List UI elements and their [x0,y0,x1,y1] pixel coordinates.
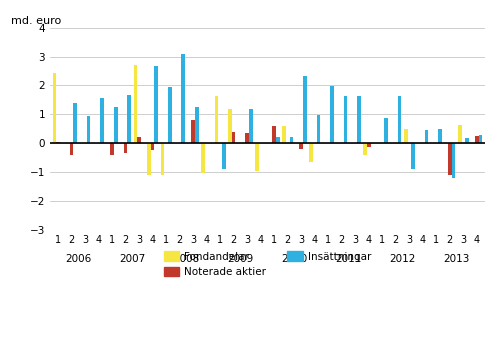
Text: md. euro: md. euro [10,16,61,26]
Bar [114,107,117,143]
Bar [87,116,90,143]
Text: 2011: 2011 [336,254,361,264]
Bar [272,126,276,143]
Bar [168,87,172,143]
Text: 2007: 2007 [119,254,146,264]
Bar [367,143,370,147]
Bar [404,129,407,143]
Bar [222,143,226,169]
Bar [465,138,469,143]
Text: 2009: 2009 [228,254,254,264]
Bar [246,133,249,143]
Legend: Fondandelar, Noterade aktier, Insättningar: Fondandelar, Noterade aktier, Insättning… [160,247,376,281]
Bar [384,118,388,143]
Bar [249,110,252,143]
Bar [232,132,235,143]
Bar [330,86,334,143]
Bar [448,143,452,175]
Bar [110,143,114,155]
Bar [303,76,306,143]
Bar [357,96,360,143]
Bar [154,66,158,143]
Bar [201,143,205,174]
Text: 2012: 2012 [390,254,416,264]
Bar [458,125,462,143]
Bar [452,143,456,178]
Bar [316,115,320,143]
Bar [134,65,137,143]
Bar [282,126,286,143]
Bar [147,143,151,175]
Bar [228,108,232,143]
Bar [310,143,313,162]
Bar [100,98,104,143]
Text: 2010: 2010 [282,254,308,264]
Bar [411,143,415,169]
Bar [475,136,478,143]
Bar [182,54,185,143]
Bar [344,96,347,143]
Bar [478,135,482,143]
Bar [195,107,198,143]
Bar [70,143,73,155]
Bar [290,138,293,143]
Bar [424,130,428,143]
Bar [74,103,77,143]
Bar [192,120,195,143]
Bar [160,143,164,175]
Bar [398,96,402,143]
Bar [124,143,128,153]
Text: 2008: 2008 [173,254,200,264]
Bar [52,73,56,143]
Bar [151,143,154,150]
Bar [214,96,218,143]
Bar [56,142,60,143]
Bar [137,138,141,143]
Text: 2013: 2013 [444,254,470,264]
Bar [300,143,303,149]
Bar [364,143,367,155]
Bar [128,94,131,143]
Bar [255,143,259,170]
Bar [276,137,280,143]
Text: 2006: 2006 [65,254,92,264]
Bar [438,129,442,143]
